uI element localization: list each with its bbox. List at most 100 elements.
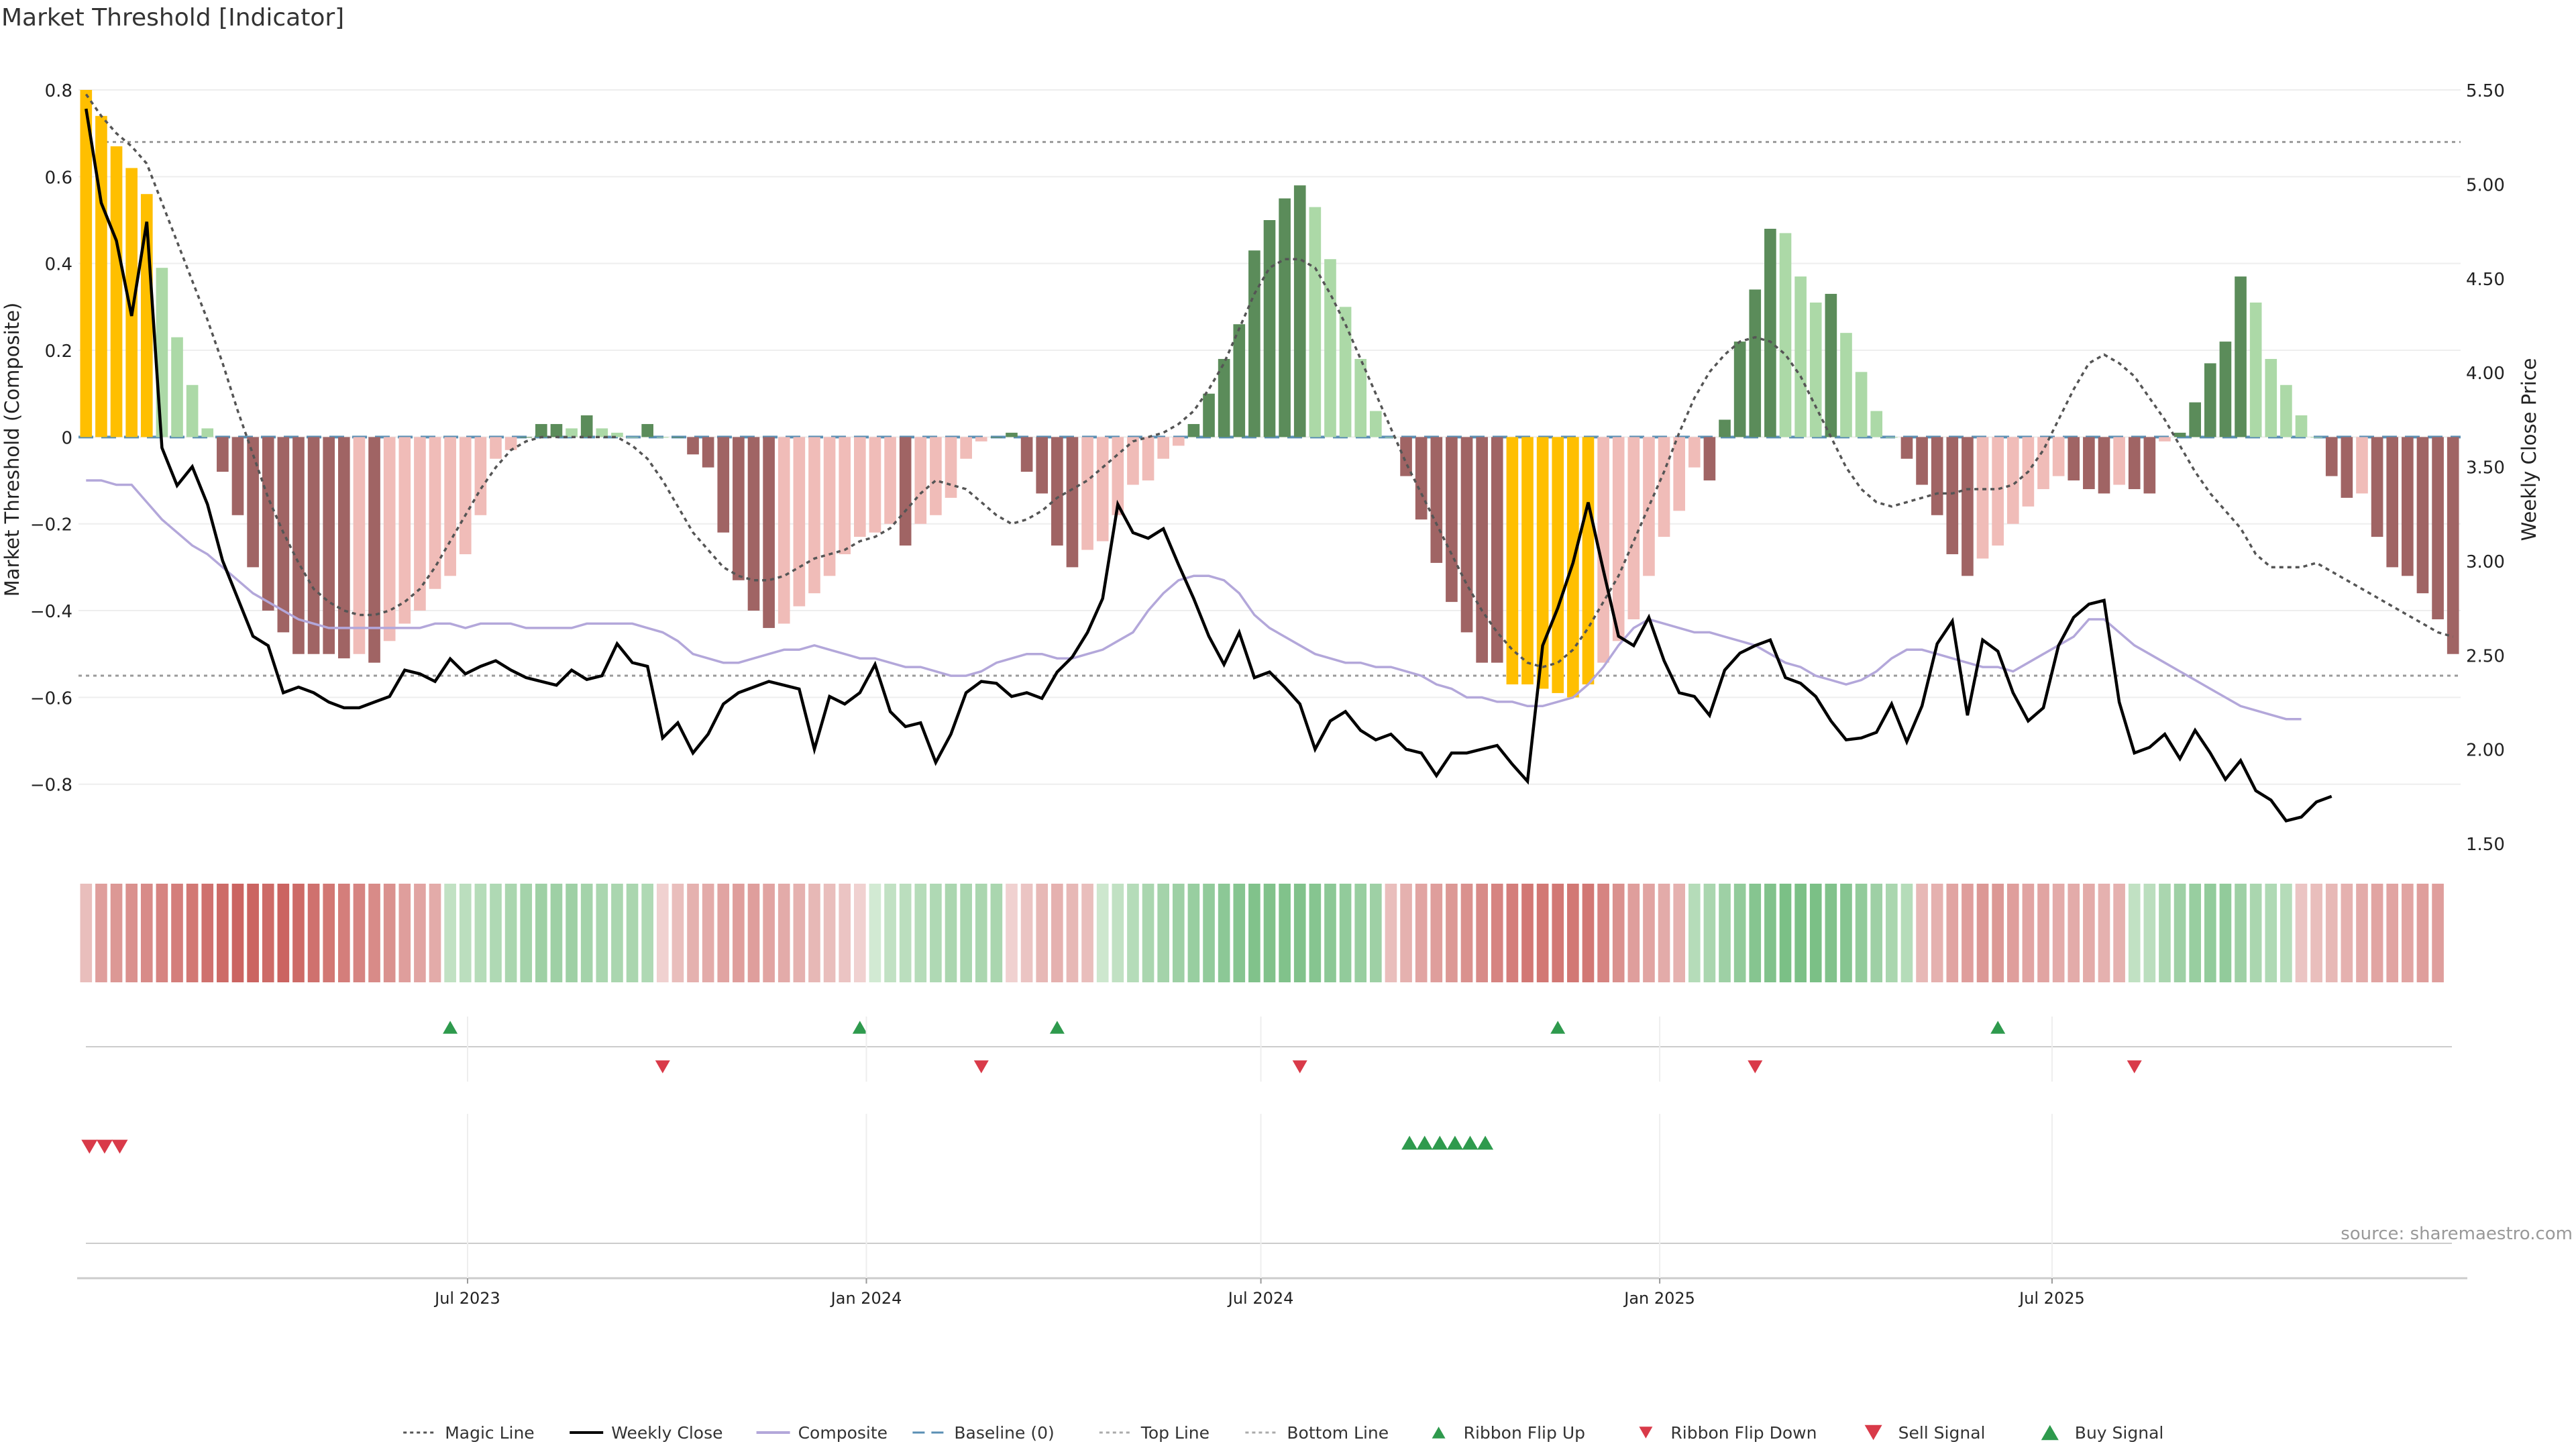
weekly-close-line [85,108,2332,823]
ribbon-cell [186,884,199,982]
threshold-bar [1962,437,1974,576]
ribbon-cell [1233,884,1246,982]
ribbon-cell [808,884,820,982]
ribbon-cell [747,884,760,982]
threshold-bar [2113,437,2125,485]
threshold-bar [566,428,578,437]
threshold-bar [914,437,927,524]
threshold-bar [2098,437,2110,494]
threshold-bar [1536,437,1549,689]
ribbon-cell [1552,884,1564,982]
ribbon-cell [1688,884,1701,982]
ribbon-cell [307,884,320,982]
y-axis-label: Market Threshold (Composite) [1,303,23,597]
ribbon-cell [930,884,942,982]
ribbon-cell [140,884,153,982]
threshold-bar [2159,437,2171,442]
ribbon-cell [156,884,168,982]
ribbon-cell [1248,884,1260,982]
threshold-bar [1916,437,1928,485]
ribbon-cell [2189,884,2202,982]
ribbon-cell [80,884,93,982]
ribbon-cell [1779,884,1792,982]
ribbon-cell [2341,884,2353,982]
ribbon-cell [1809,884,1822,982]
legend-label: Ribbon Flip Down [1670,1423,1817,1443]
threshold-bar [550,423,563,437]
threshold-bar [1415,437,1428,520]
y2-tick-label: 3.00 [2466,552,2505,572]
threshold-bar [1719,419,1731,437]
ribbon-cell [1172,884,1185,982]
ribbon-cell [1582,884,1595,982]
ribbon-cell [1157,884,1169,982]
ribbon-cell [125,884,138,982]
legend: Magic Line Weekly Close Composite Baseline … [403,1423,2163,1443]
ribbon-cell [474,884,487,982]
ribbon-cell [353,884,366,982]
ribbon-cell [1900,884,1913,982]
threshold-bar [2386,437,2399,568]
threshold-bar [459,437,472,554]
threshold-bar [368,437,380,663]
threshold-bar [2128,437,2141,489]
y2-tick-label: 5.00 [2466,175,2505,195]
ribbon-cell [2174,884,2186,982]
threshold-bar [1733,342,1746,437]
threshold-bar [110,146,123,437]
ribbon-cell [1263,884,1276,982]
ribbon-cell [2083,884,2095,982]
threshold-bar [884,437,896,524]
ribbon-cell [793,884,806,982]
legend-label: Baseline (0) [954,1423,1054,1443]
threshold-bar [687,437,699,455]
ribbon-cell [1521,884,1534,982]
legend-swatch [1639,1427,1653,1439]
ribbon-cell [2113,884,2125,982]
ribbon-cell [2386,884,2399,982]
y2-tick-label: 5.50 [2466,81,2505,101]
y-tick-label: −0.4 [30,602,72,622]
threshold-bar [2174,432,2186,437]
ribbon-cell [1036,884,1049,982]
ribbon-cell [2128,884,2141,982]
threshold-bar [717,437,730,533]
ribbon-cell [2310,884,2322,982]
ribbon-cell [1112,884,1124,982]
threshold-bar [2416,437,2429,594]
threshold-bar [414,437,426,611]
ribbon-cell [656,884,669,982]
threshold-bar [1673,437,1686,511]
threshold-bar [1370,411,1382,437]
buy-signal-marker [1432,1135,1448,1150]
ribbon-cell [1309,884,1322,982]
ribbon-cell [975,884,987,982]
ribbon-cell [2402,884,2414,982]
ribbon-cell [414,884,426,982]
ribbon-cell [1142,884,1155,982]
threshold-bar [1491,437,1503,663]
ribbon-cell [247,884,259,982]
ribbon-cell [201,884,214,982]
ribbon-cell [262,884,274,982]
threshold-bar [1051,437,1063,546]
ribbon-cell [1855,884,1868,982]
threshold-bar [277,437,290,633]
legend-label: Magic Line [445,1423,535,1443]
threshold-bar [793,437,806,607]
ribbon [80,884,2444,982]
ribbon-flip-down-marker [1748,1060,1763,1074]
ribbon-cell [1339,884,1352,982]
threshold-bar [307,437,320,654]
legend-label: Buy Signal [2075,1423,2164,1443]
threshold-bar [1081,437,1093,550]
threshold-bar [383,437,396,641]
ribbon-cell [2143,884,2156,982]
ribbon-cell [1187,884,1200,982]
ribbon-cell [1385,884,1397,982]
threshold-bar [444,437,456,576]
ribbon-cell [2295,884,2308,982]
sell-signal-marker [81,1139,98,1154]
ribbon-cell [1931,884,1943,982]
